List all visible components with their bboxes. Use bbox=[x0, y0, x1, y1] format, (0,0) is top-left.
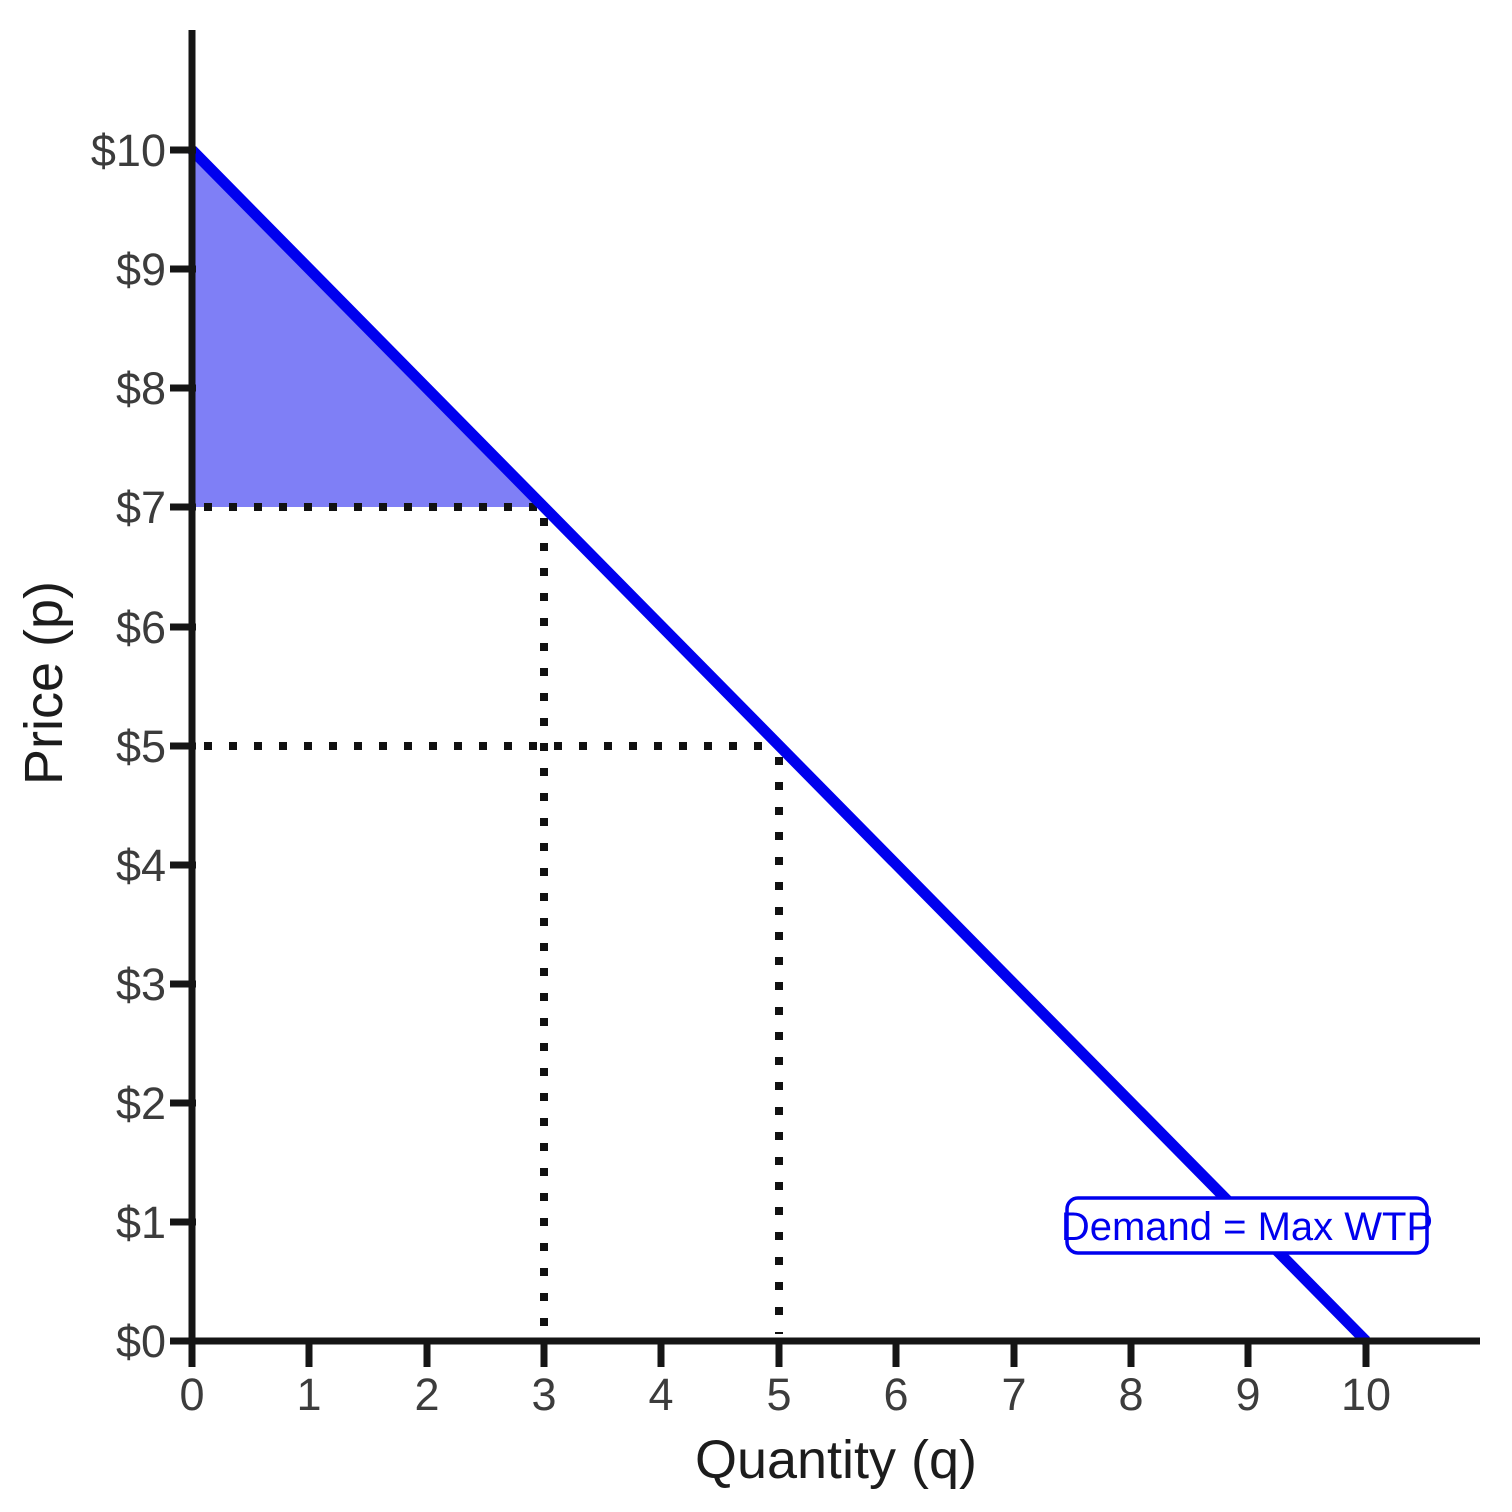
y-axis-label: Price (p) bbox=[14, 581, 74, 785]
x-tick-label: 1 bbox=[296, 1369, 321, 1420]
x-tick-label: 6 bbox=[883, 1369, 908, 1420]
y-tick-label: $6 bbox=[116, 602, 166, 653]
y-tick-label: $1 bbox=[116, 1197, 166, 1248]
demand-curve bbox=[188, 146, 1370, 1345]
y-tick-label: $9 bbox=[116, 244, 166, 295]
x-tick-label: 4 bbox=[648, 1369, 673, 1420]
x-tick-label: 0 bbox=[179, 1369, 204, 1420]
y-ticks bbox=[170, 146, 196, 1345]
y-tick-label: $5 bbox=[116, 721, 166, 772]
y-tick-label: $2 bbox=[116, 1078, 166, 1129]
x-tick-labels: 0 1 2 3 4 5 6 7 8 9 10 bbox=[179, 1369, 1391, 1420]
x-tick-label: 5 bbox=[766, 1369, 791, 1420]
demand-label: Demand = Max WTP bbox=[1061, 1205, 1433, 1249]
x-tick-label: 10 bbox=[1341, 1369, 1391, 1420]
y-tick-labels: $0 $1 $2 $3 $4 $5 $6 $7 $8 $9 $10 bbox=[91, 125, 166, 1367]
y-tick-label: $0 bbox=[116, 1316, 166, 1367]
y-tick-label: $4 bbox=[116, 840, 166, 891]
y-tick-label: $8 bbox=[116, 363, 166, 414]
x-tick-label: 2 bbox=[414, 1369, 439, 1420]
x-axis-label: Quantity (q) bbox=[695, 1430, 977, 1490]
x-ticks bbox=[188, 1341, 1370, 1367]
x-tick-label: 7 bbox=[1001, 1369, 1026, 1420]
x-tick-label: 8 bbox=[1118, 1369, 1143, 1420]
x-tick-label: 9 bbox=[1235, 1369, 1260, 1420]
demand-label-box bbox=[1065, 1196, 1429, 1255]
y-tick-label: $3 bbox=[116, 959, 166, 1010]
x-tick-label: 3 bbox=[531, 1369, 556, 1420]
y-tick-label: $10 bbox=[91, 125, 166, 176]
y-tick-label: $7 bbox=[116, 482, 166, 533]
